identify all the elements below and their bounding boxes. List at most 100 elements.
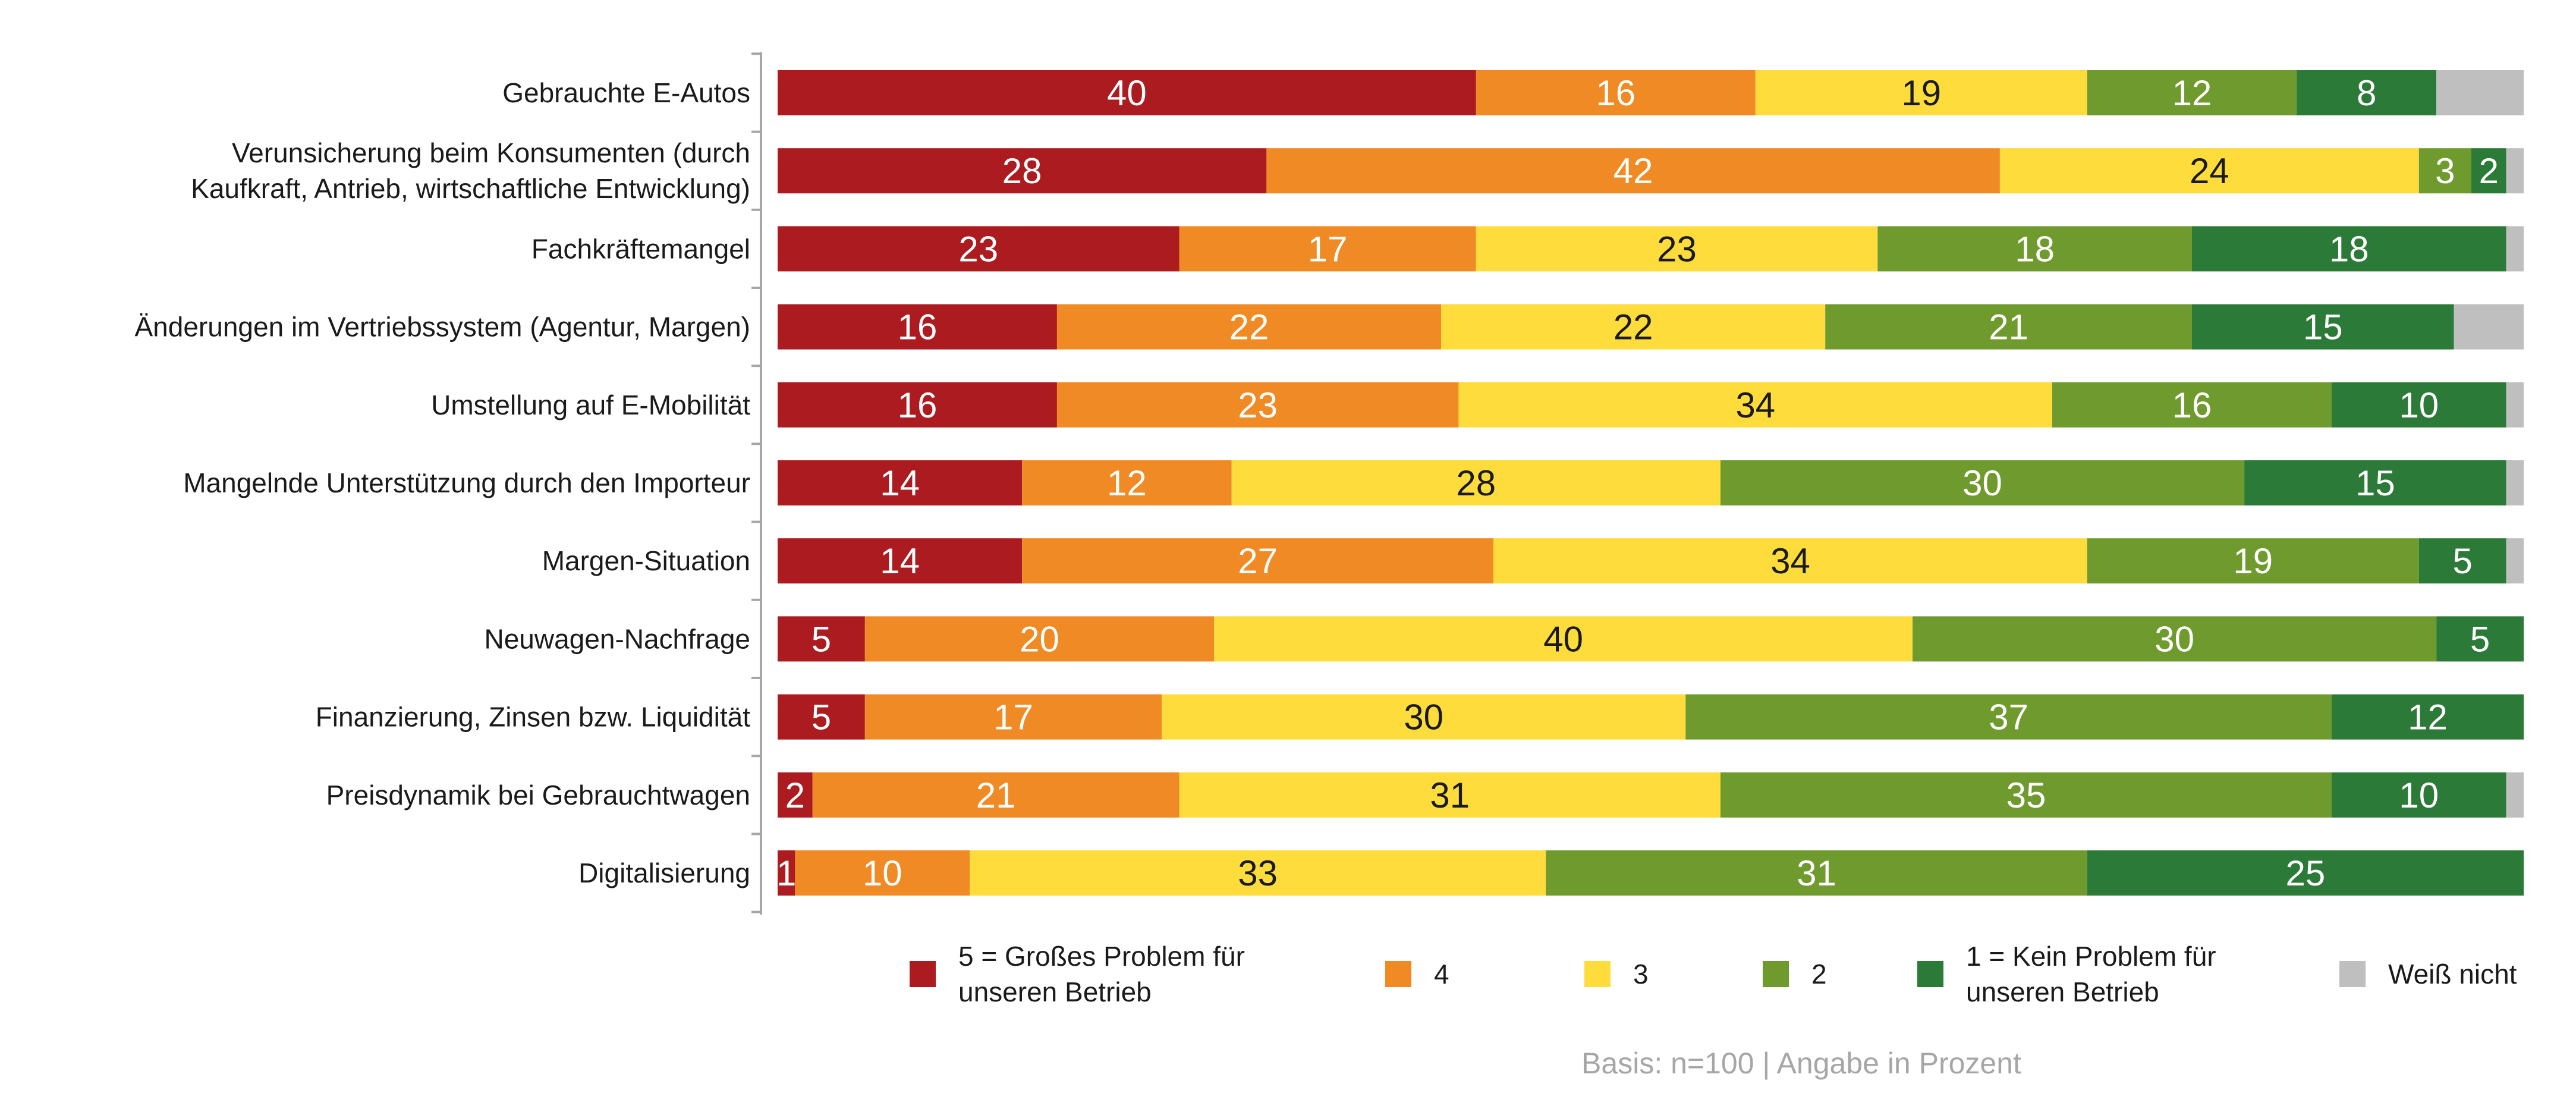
bar-segment [1493, 538, 2087, 584]
bar-segment [1720, 460, 2245, 505]
data-label: 10 [863, 853, 902, 893]
bar-segment [1022, 460, 1232, 505]
legend-swatch [2339, 961, 2366, 987]
category-label: Finanzierung, Zinsen bzw. Liquidität [316, 702, 751, 733]
data-label: 10 [2399, 385, 2439, 425]
legend-swatch [1385, 961, 1411, 987]
data-label: 27 [1238, 541, 1278, 581]
bar-segment [795, 850, 970, 896]
bar-segment [778, 148, 1267, 194]
data-label: 5 [812, 698, 831, 737]
legend-label-line: 4 [1434, 959, 1449, 990]
bar-segment [1999, 148, 2419, 194]
legend-label: 5 = Großes Problem für unseren Betrieb [958, 941, 1245, 1007]
data-label: 19 [1901, 73, 1941, 113]
data-label: 14 [880, 463, 920, 503]
bar-segment [778, 538, 1023, 584]
data-label: 17 [1308, 229, 1348, 269]
bar-segment [1179, 772, 1721, 818]
data-label: 16 [898, 385, 938, 425]
legend-label-line: 3 [1633, 959, 1649, 990]
bar-segment [1022, 538, 1494, 584]
data-label: 25 [2286, 853, 2326, 893]
category-label-line: Margen-Situation [542, 545, 750, 576]
bar-segment [1476, 70, 1756, 115]
bar-segment [778, 694, 865, 740]
category-label-line: Finanzierung, Zinsen bzw. Liquidität [316, 702, 751, 733]
bar-row: 40 16 19 12 8 [778, 70, 2524, 115]
bar-segment [2297, 70, 2437, 115]
bar-segment [1179, 226, 1476, 272]
legend-label-line: 5 = Großes Problem für [958, 941, 1245, 972]
data-label: 19 [2233, 541, 2273, 581]
data-label: 40 [1543, 619, 1583, 659]
bar-segment [1877, 226, 2192, 272]
bar-segment [778, 850, 795, 896]
data-label: 12 [1107, 463, 1147, 503]
bar-row: 14 27 34 19 5 [778, 538, 2524, 584]
legend-label: 1 = Kein Problem für unseren Betrieb [1966, 941, 2216, 1007]
data-label: 16 [2172, 385, 2212, 425]
category-label: Verunsicherung beim Konsumenten (durch Ka… [191, 137, 750, 204]
data-label: 28 [1456, 463, 1496, 503]
bar-segment [970, 850, 1546, 896]
data-label: 5 [2470, 619, 2490, 659]
category-label-line: Digitalisierung [578, 858, 750, 888]
bar-segment [864, 694, 1162, 740]
bar-segment [778, 772, 813, 818]
category-label-line: Umstellung auf E-Mobilität [431, 390, 750, 420]
legend-label-line: unseren Betrieb [1966, 976, 2159, 1007]
data-label: 5 [2453, 541, 2473, 581]
bar-segment [1476, 226, 1878, 272]
data-label: 21 [976, 775, 1016, 815]
legend-swatch [1584, 961, 1611, 987]
bar-segment [1720, 772, 2332, 818]
bar-segment [778, 70, 1476, 115]
bar-row: 14 12 28 30 15 [778, 460, 2524, 505]
bar-segment [1441, 304, 1826, 350]
category-label: Margen-Situation [542, 545, 750, 576]
data-label: 5 [812, 619, 831, 659]
category-label-line: Verunsicherung beim Konsumenten (durch [232, 137, 750, 168]
bar-segment [2436, 70, 2524, 115]
bar-segment [1825, 304, 2192, 350]
data-label: 15 [2355, 463, 2395, 503]
data-label: 3 [2435, 151, 2455, 191]
legend-swatch [1763, 961, 1789, 987]
category-label-line: Neuwagen-Nachfrage [485, 623, 751, 654]
bar-segment [1266, 148, 2000, 194]
bar-segment [1162, 694, 1686, 740]
data-label: 24 [2190, 151, 2229, 191]
bar-segment [2191, 226, 2506, 272]
data-label: 28 [1002, 151, 1042, 191]
legend-label: 4 [1434, 959, 1449, 990]
data-label: 23 [958, 229, 998, 269]
data-label: 10 [2399, 775, 2439, 815]
legend-label-line: 2 [1811, 959, 1827, 990]
data-label: 40 [1107, 73, 1147, 113]
category-label-line: Preisdynamik bei Gebrauchtwagen [326, 780, 750, 811]
legend-item: 5 = Großes Problem für unseren Betrieb [910, 941, 1245, 1007]
data-label: 8 [2357, 73, 2376, 113]
legend-label-line: Weiß nicht [2388, 959, 2517, 990]
bar-segment [2418, 148, 2471, 194]
bar-row: 5 20 40 30 5 [778, 616, 2524, 662]
data-label: 12 [2172, 73, 2212, 113]
legend: 5 = Großes Problem für unseren Betrieb 4 3 2… [910, 941, 2517, 1007]
bar-segment [1546, 850, 2087, 896]
bar-segment [778, 382, 1057, 428]
bar-segment [2506, 460, 2524, 505]
bar-segment [2506, 148, 2524, 194]
bar-segment [1056, 382, 1459, 428]
bar-segment [812, 772, 1180, 818]
bar-segment [2506, 226, 2524, 272]
data-label: 1 [776, 853, 796, 893]
bar-segment [2436, 616, 2524, 662]
data-label: 15 [2303, 307, 2343, 347]
bar-segment [2244, 460, 2506, 505]
bar-segment [1755, 70, 2087, 115]
data-label: 18 [2329, 229, 2369, 269]
bar-row: 2 21 31 35 10 [778, 772, 2524, 818]
data-label: 35 [2006, 775, 2046, 815]
footnote: Basis: n=100 | Angabe in Prozent [1581, 1047, 2021, 1080]
